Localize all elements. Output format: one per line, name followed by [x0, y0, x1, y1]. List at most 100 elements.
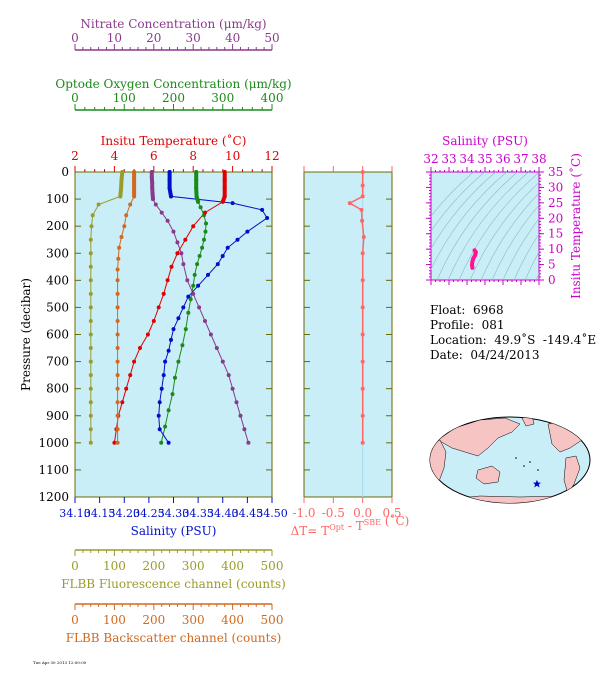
fluorescence-point [88, 427, 93, 432]
backscatter-point [132, 186, 137, 191]
fluorescence-point [88, 264, 93, 269]
pressure-tick-label: 800 [46, 382, 69, 396]
pressure-tick-label: 200 [46, 219, 69, 233]
salinity-tick-label: 34.10 [59, 507, 91, 520]
ts-density-contour [491, 204, 539, 280]
ts-x-tick-label: 35 [477, 152, 492, 166]
delta-point [360, 413, 365, 418]
oxygen-point [176, 359, 181, 364]
pressure-tick-label: 300 [46, 246, 69, 260]
nitrate-point [181, 262, 186, 267]
ts-x-tick-label: 32 [423, 152, 438, 166]
delta-tick-label: -1.0 [292, 506, 315, 520]
salinity-axis-label: Salinity (PSU) [131, 524, 217, 538]
ts-point [470, 265, 475, 270]
temperature-point [222, 194, 227, 199]
pressure-tick-label: 1200 [38, 490, 69, 504]
nitrate-point [234, 400, 239, 405]
nitrate-axis-tick-label: 20 [146, 31, 161, 45]
salinity-point [196, 283, 201, 288]
salinity-point [167, 186, 172, 191]
nitrate-point [175, 240, 180, 245]
fluorescence-point [88, 413, 93, 418]
temperature-tick-label: 4 [111, 149, 119, 163]
nitrate-point [230, 386, 235, 391]
fluorescence-point [88, 319, 93, 323]
fluorescence-point [88, 346, 93, 350]
map-land-south-america [563, 455, 581, 495]
ts-x-tick-label: 34 [459, 152, 475, 166]
salinity-point [225, 245, 230, 250]
delta-point [359, 207, 364, 212]
nitrate-axis-tick-label: 10 [107, 31, 122, 45]
ts-density-contour [431, 172, 486, 232]
date: Date: 04/24/2013 [430, 348, 540, 362]
temperature-point [165, 278, 170, 283]
fluorescence-point [88, 359, 93, 364]
ts-density-contour [513, 233, 539, 280]
oxygen-point [166, 408, 171, 413]
fluorescence-point [88, 305, 93, 310]
ts-y-tick-label: 30 [548, 180, 563, 194]
backscatter-point [115, 305, 120, 310]
map-island [515, 457, 517, 459]
delta-point [360, 359, 365, 364]
oxygen-point [194, 186, 199, 191]
pressure-tick-label: 0 [61, 165, 69, 179]
salinity-tick-label: 34.15 [84, 507, 116, 520]
oxygen-point [183, 327, 188, 332]
backscatter-point [115, 319, 120, 323]
backscatter-point [122, 224, 127, 229]
nitrate-point [220, 359, 225, 364]
backscatter-point [115, 386, 120, 391]
oxygen-point [170, 392, 175, 397]
nitrate-point [151, 197, 155, 202]
oxygen-point [198, 205, 203, 210]
salinity-point [166, 348, 171, 353]
nitrate-point [226, 373, 231, 378]
oxygen-axis-tick-label: 100 [113, 91, 136, 105]
backscatter-point [115, 373, 120, 378]
delta-point [360, 251, 365, 256]
backscatter-axis-tick-label: 100 [103, 613, 126, 627]
float-location-marker [532, 479, 541, 488]
temperature-point [128, 373, 133, 378]
fluorescence-point [89, 224, 94, 229]
salinity-point [215, 262, 220, 267]
delta-point [347, 201, 352, 206]
ts-y-axis-label: Insitu Temperature (˚C) [568, 153, 583, 299]
backscatter-point [115, 427, 120, 432]
oxygen-point [203, 229, 208, 234]
nitrate-point [171, 229, 176, 234]
salinity-tick-label: 34.35 [182, 507, 214, 520]
delta-point [360, 194, 365, 199]
world-map [429, 416, 591, 504]
float-info: Float: 6968 Profile: 081 Location: 49.9˚… [430, 303, 596, 363]
pressure-tick-label: 400 [46, 273, 69, 287]
ts-density-contour [480, 192, 539, 280]
temperature-point [183, 237, 188, 242]
delta-point [360, 170, 365, 174]
backscatter-point [132, 170, 137, 174]
backscatter-point [115, 278, 120, 283]
fluorescence-point [88, 373, 93, 378]
salinity-point [235, 237, 240, 242]
backscatter-point [119, 235, 124, 239]
salinity-point [181, 305, 186, 310]
temperature-tick-label: 6 [150, 149, 158, 163]
temperature-point [222, 186, 227, 191]
delta-point [360, 332, 365, 337]
salinity-point [163, 359, 168, 364]
nitrate-axis-tick-label: 40 [225, 31, 240, 45]
fluorescence-point [118, 194, 123, 199]
delta-axis-label: ΔT= TOpt - TSBE (˚C) [291, 513, 410, 538]
pressure-tick-label: 1000 [38, 436, 69, 450]
backscatter-point [115, 440, 120, 445]
salinity-tick-label: 34.20 [109, 507, 141, 520]
pressure-axis-label: Pressure (decibar) [19, 278, 33, 391]
delta-point [360, 386, 365, 391]
ts-y-tick-label: 15 [548, 227, 563, 241]
backscatter-point [115, 332, 120, 337]
salinity-point [230, 201, 235, 206]
temperature-point [169, 264, 174, 269]
